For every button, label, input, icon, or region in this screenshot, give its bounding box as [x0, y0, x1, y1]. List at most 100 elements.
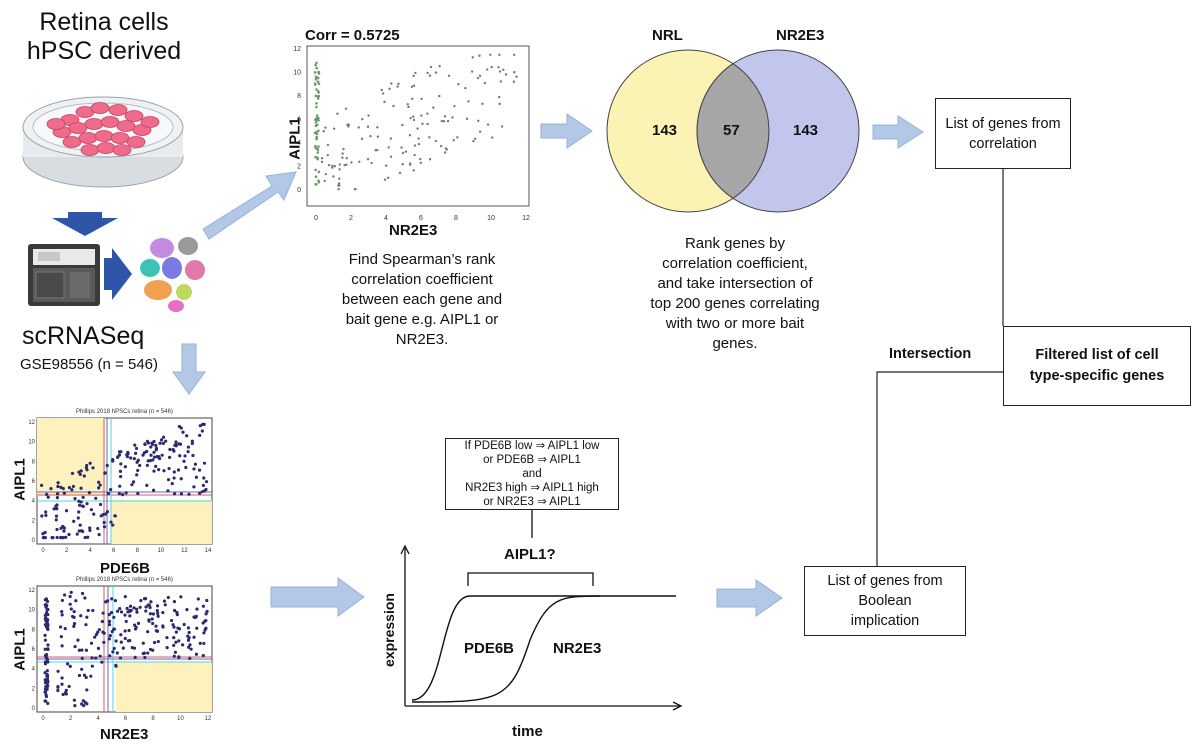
data-point: [174, 440, 178, 444]
data-point: [110, 597, 114, 601]
data-point: [83, 700, 87, 705]
correlation-point: [408, 133, 412, 137]
correlation-point: [313, 71, 317, 74]
arrow-to-correlation: [202, 171, 297, 240]
boolean-list-line: Boolean: [858, 593, 912, 609]
data-point: [54, 514, 59, 518]
data-point: [45, 608, 49, 612]
correlation-description-line: bait gene e.g. AIPL1 or: [345, 311, 499, 328]
data-point: [93, 635, 97, 639]
correlation-point: [322, 130, 325, 133]
data-point: [87, 491, 91, 495]
correlation-point: [412, 118, 416, 122]
correlation-point: [420, 114, 423, 117]
data-point: [45, 687, 49, 691]
implication-line: or PDE6B ⇒ AIPL1: [483, 454, 581, 466]
data-point: [67, 532, 71, 537]
data-point: [149, 445, 153, 449]
x-tick-label: 0: [314, 215, 318, 222]
data-point: [149, 600, 153, 604]
data-point: [54, 518, 58, 522]
data-point: [83, 535, 87, 540]
boolean-bottom-title: Phillips 2018 hPSCs retina (n = 546): [76, 577, 173, 583]
data-point: [111, 650, 115, 654]
data-point: [85, 502, 89, 506]
correlation-point: [341, 152, 344, 155]
data-point: [82, 673, 87, 677]
nr2e3-curve: [411, 595, 601, 703]
boolean-list-line: List of genes from: [827, 573, 943, 589]
data-point: [97, 533, 101, 537]
data-point: [131, 480, 136, 484]
correlation-point: [332, 175, 335, 178]
x-tick-label: 2: [349, 215, 353, 222]
data-point: [155, 629, 159, 633]
source-title: Retina cells hPSC derived: [14, 8, 194, 66]
data-point: [146, 441, 151, 445]
data-point: [195, 607, 199, 611]
data-point: [177, 639, 181, 643]
correlation-point: [316, 151, 320, 154]
y-tick-label: 12: [28, 588, 35, 594]
correlation-point: [400, 146, 403, 149]
data-point: [40, 483, 44, 487]
data-point: [80, 667, 84, 671]
correlation-point: [409, 162, 412, 165]
data-point: [152, 640, 157, 645]
correlation-point: [489, 53, 492, 56]
correlation-point: [326, 143, 330, 147]
data-point: [156, 614, 160, 618]
venn-diagram: [606, 49, 860, 213]
data-point: [161, 441, 165, 445]
data-point: [198, 491, 202, 495]
correlation-point: [367, 114, 370, 117]
data-point: [194, 475, 199, 479]
data-point: [43, 638, 48, 642]
data-point: [172, 470, 176, 474]
cell-icon: [62, 136, 82, 148]
data-point: [192, 635, 196, 639]
x-tick-label: 8: [136, 548, 140, 554]
data-point: [46, 701, 50, 705]
data-point: [201, 604, 206, 608]
implication-box: If PDE6B low ⇒ AIPL1 low or PDE6B ⇒ AIPL…: [445, 438, 619, 510]
data-point: [76, 516, 80, 520]
y-tick-label: 8: [32, 627, 36, 633]
petri-dish-icon: [22, 96, 184, 188]
data-point: [161, 610, 165, 615]
data-point: [43, 617, 47, 621]
data-point: [45, 620, 49, 625]
x-tick-label: 12: [522, 215, 530, 222]
data-point: [60, 610, 64, 614]
data-point: [66, 662, 70, 666]
right-arrow-dark: [104, 248, 132, 300]
correlation-point: [345, 163, 348, 166]
data-point: [204, 626, 208, 630]
data-point: [168, 455, 172, 460]
data-point: [179, 595, 183, 599]
correlation-point: [342, 147, 345, 151]
data-point: [154, 464, 158, 469]
data-point: [60, 598, 65, 603]
data-point: [46, 627, 50, 632]
correlation-point: [316, 76, 320, 80]
x-tick-label: 4: [96, 716, 100, 722]
y-tick-label: 0: [32, 706, 36, 712]
correlation-point: [358, 160, 361, 164]
data-point: [165, 635, 169, 640]
source-title-line2: hPSC derived: [26, 37, 182, 65]
data-point: [148, 612, 152, 616]
correlation-point: [313, 82, 317, 85]
correlation-point: [483, 81, 487, 85]
data-point: [198, 433, 202, 437]
data-point: [128, 604, 133, 608]
arrow-to-venn: [540, 113, 593, 149]
data-point: [63, 627, 67, 631]
data-point: [202, 631, 206, 635]
correlation-point: [478, 130, 482, 133]
boolean-list-box: List of genes from Boolean implication: [804, 566, 966, 636]
data-point: [80, 656, 84, 660]
y-tick-label: 6: [32, 647, 36, 653]
data-point: [135, 607, 139, 611]
correlation-point: [366, 158, 370, 161]
